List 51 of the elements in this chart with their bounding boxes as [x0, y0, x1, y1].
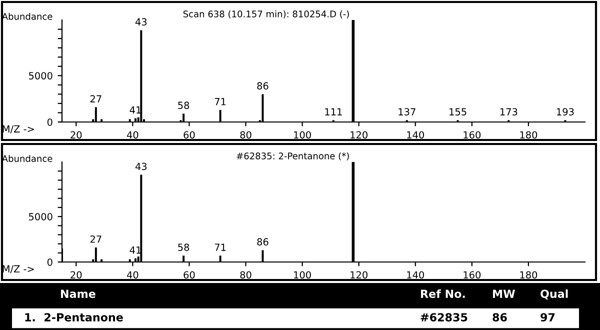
x-tick-label: 180: [520, 271, 538, 279]
x-tick-label: 80: [240, 131, 252, 139]
text: 86: [492, 313, 507, 322]
x-axis-title: M/Z ->: [2, 125, 34, 134]
x-axis-title: M/Z ->: [2, 265, 34, 274]
x-tick-label: 140: [407, 131, 424, 139]
text: Name: [61, 290, 96, 298]
annotation: 27: [90, 95, 102, 102]
x-tick-label: 60: [184, 271, 195, 279]
text: 97: [540, 313, 555, 322]
text: MW: [493, 290, 515, 298]
annotation: 137: [398, 108, 416, 116]
x-tick-label: 100: [294, 271, 311, 279]
annotation: 27: [90, 235, 102, 243]
y-tick-label: 0: [47, 258, 52, 266]
y-axis-title: Abundance: [2, 12, 52, 20]
text: Ref No.: [421, 289, 465, 298]
annotation: 155: [450, 108, 466, 116]
x-tick-label: 40: [126, 131, 138, 139]
chart-title: #62835: 2-Pentanone (*): [236, 152, 349, 160]
text: 1. 2-Pentanone: [25, 313, 123, 322]
annotation: 58: [178, 102, 190, 109]
x-tick-label: 20: [70, 131, 82, 139]
x-tick-label: 160: [464, 271, 481, 279]
x-tick-label: 100: [294, 131, 311, 139]
x-tick-label: 120: [350, 271, 368, 279]
x-tick-label: 80: [240, 271, 252, 279]
annotation: 58: [178, 244, 190, 251]
text: #62835: [420, 313, 468, 322]
x-tick-label: 140: [407, 271, 424, 279]
x-tick-label: 20: [70, 271, 82, 279]
annotation: 43: [135, 18, 147, 26]
annotation: 86: [257, 82, 268, 90]
x-tick-label: 160: [464, 131, 481, 139]
annotation: 193: [557, 108, 574, 116]
annotation: 43: [135, 162, 147, 170]
x-tick-label: 120: [350, 131, 368, 139]
annotation: 71: [214, 98, 226, 106]
chart-title: Scan 638 (10.157 min): 810254.D (-): [183, 10, 349, 18]
y-tick-label: 5000: [28, 72, 52, 80]
y-axis-title: Abundance: [2, 155, 52, 162]
annotation: 111: [325, 108, 342, 116]
x-tick-label: 60: [184, 131, 195, 139]
x-tick-label: 40: [126, 271, 138, 279]
text: Qual: [540, 289, 568, 300]
annotation: 86: [257, 238, 268, 246]
y-tick-label: 5000: [28, 213, 52, 220]
annotation: 71: [214, 244, 226, 251]
x-tick-label: 180: [520, 131, 538, 139]
y-tick-label: 0: [47, 118, 52, 126]
annotation: 173: [500, 108, 518, 116]
